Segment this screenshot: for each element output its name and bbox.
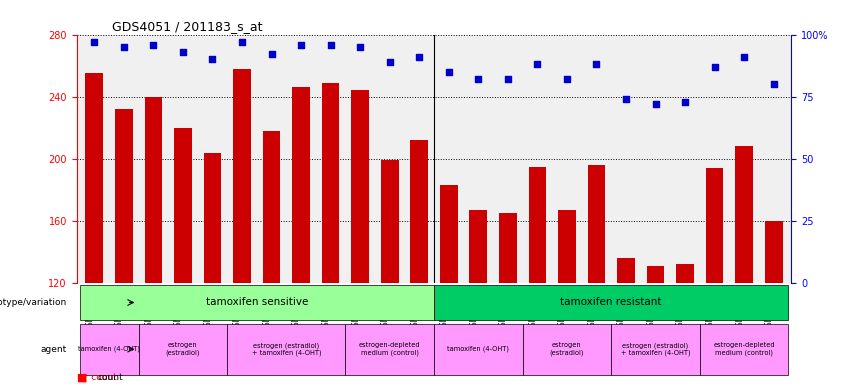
Bar: [410, 140, 428, 283]
Text: ■: ■: [77, 372, 87, 382]
Bar: [115, 109, 133, 283]
Point: [294, 41, 308, 48]
Point: [501, 76, 515, 83]
Bar: [499, 213, 517, 283]
Text: estrogen (estradiol)
+ tamoxifen (4-OHT): estrogen (estradiol) + tamoxifen (4-OHT): [620, 342, 690, 356]
Text: agent: agent: [41, 344, 67, 354]
Point: [648, 101, 662, 107]
Point: [176, 49, 190, 55]
Text: GDS4051 / 201183_s_at: GDS4051 / 201183_s_at: [112, 20, 263, 33]
Bar: [528, 167, 546, 283]
Text: tamoxifen (4-OHT): tamoxifen (4-OHT): [448, 346, 509, 353]
Point: [678, 99, 692, 105]
FancyBboxPatch shape: [79, 285, 434, 320]
Bar: [145, 97, 163, 283]
Bar: [677, 265, 694, 283]
Bar: [351, 91, 369, 283]
Bar: [233, 69, 251, 283]
Point: [708, 64, 722, 70]
Text: ■  count: ■ count: [77, 373, 117, 382]
Point: [413, 54, 426, 60]
Text: estrogen
(estradiol): estrogen (estradiol): [550, 343, 584, 356]
Bar: [705, 168, 723, 283]
Bar: [292, 88, 310, 283]
Point: [117, 44, 131, 50]
Bar: [203, 152, 221, 283]
Bar: [174, 128, 191, 283]
Bar: [322, 83, 340, 283]
Text: genotype/variation: genotype/variation: [0, 298, 67, 307]
Point: [324, 41, 338, 48]
Point: [88, 39, 101, 45]
Bar: [440, 185, 458, 283]
Point: [767, 81, 780, 87]
Text: estrogen-depleted
medium (control): estrogen-depleted medium (control): [359, 343, 420, 356]
Bar: [263, 131, 281, 283]
FancyBboxPatch shape: [346, 324, 434, 375]
Bar: [617, 258, 635, 283]
Text: estrogen-depleted
medium (control): estrogen-depleted medium (control): [713, 343, 775, 356]
Point: [353, 44, 367, 50]
Bar: [470, 210, 487, 283]
Point: [265, 51, 278, 58]
Point: [146, 41, 160, 48]
Point: [620, 96, 633, 102]
FancyBboxPatch shape: [523, 324, 611, 375]
Text: tamoxifen (4-OHT): tamoxifen (4-OHT): [78, 346, 140, 353]
Text: estrogen
(estradiol): estrogen (estradiol): [166, 343, 200, 356]
FancyBboxPatch shape: [611, 324, 700, 375]
FancyBboxPatch shape: [227, 324, 346, 375]
Bar: [558, 210, 576, 283]
FancyBboxPatch shape: [79, 324, 139, 375]
FancyBboxPatch shape: [434, 324, 523, 375]
Text: tamoxifen sensitive: tamoxifen sensitive: [206, 297, 308, 307]
FancyBboxPatch shape: [139, 324, 227, 375]
Point: [737, 54, 751, 60]
Point: [560, 76, 574, 83]
Point: [206, 56, 220, 63]
Text: count: count: [98, 373, 123, 382]
Bar: [381, 161, 398, 283]
Bar: [85, 73, 103, 283]
Bar: [647, 266, 665, 283]
Point: [383, 59, 397, 65]
Point: [530, 61, 544, 68]
Bar: [587, 165, 605, 283]
Bar: [765, 221, 783, 283]
FancyBboxPatch shape: [700, 324, 789, 375]
Bar: [735, 146, 753, 283]
Point: [590, 61, 603, 68]
Text: estrogen (estradiol)
+ tamoxifen (4-OHT): estrogen (estradiol) + tamoxifen (4-OHT): [252, 342, 321, 356]
FancyBboxPatch shape: [434, 285, 789, 320]
Point: [235, 39, 248, 45]
Text: tamoxifen resistant: tamoxifen resistant: [561, 297, 662, 307]
Point: [442, 69, 455, 75]
Point: [471, 76, 485, 83]
